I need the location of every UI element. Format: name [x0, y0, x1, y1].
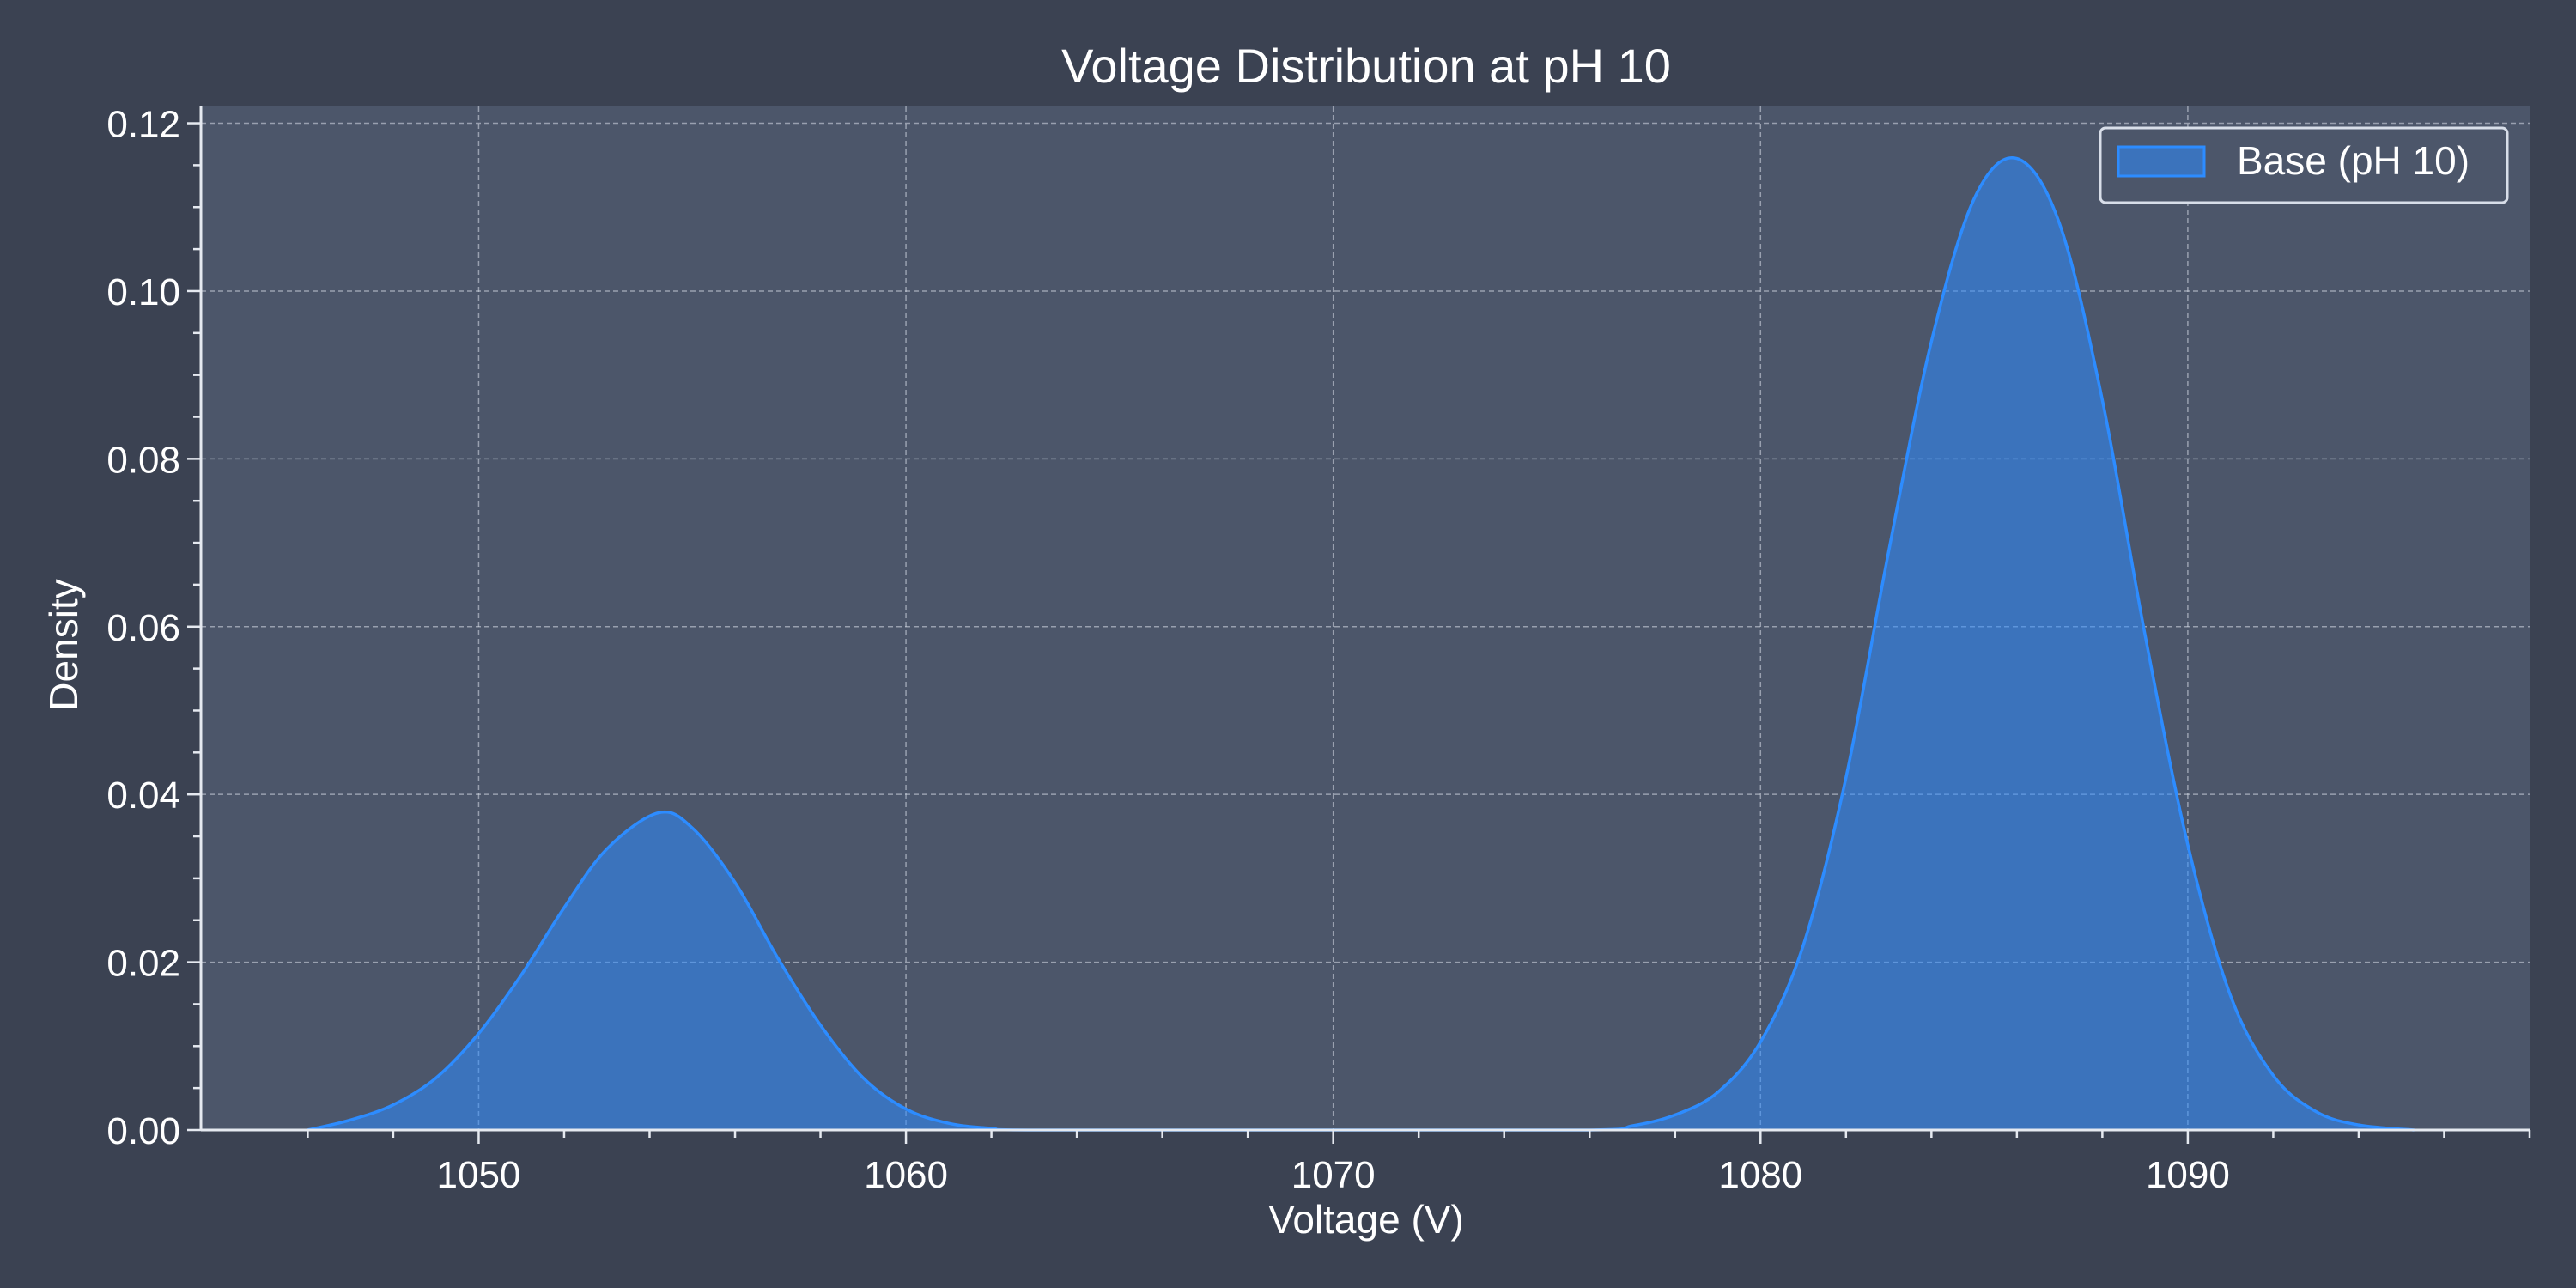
y-tick-label: 0.00: [106, 1110, 180, 1152]
series-layer: [307, 155, 2415, 1132]
y-tick-label: 0.08: [106, 439, 180, 481]
x-tick-label: 1060: [864, 1154, 948, 1196]
x-tick-label: 1090: [2146, 1154, 2230, 1196]
legend: Base (pH 10): [2099, 126, 2509, 204]
series-area-fill: [307, 157, 2415, 1130]
legend-swatch: [2117, 145, 2206, 178]
x-axis-label: Voltage (V): [1268, 1197, 1464, 1242]
y-ticks: 0.00 0.02 0.04 0.06 0.08 0.10 0.12: [106, 104, 201, 1152]
series-line: [307, 155, 2415, 1132]
y-tick-label: 0.02: [106, 943, 180, 985]
x-ticks: 1050 1060 1070 1080 1090: [307, 1130, 2531, 1196]
chart-title: Voltage Distribution at pH 10: [1061, 39, 1671, 93]
x-tick-label: 1080: [1718, 1154, 1802, 1196]
y-axis-label: Density: [41, 579, 86, 710]
y-tick-label: 0.06: [106, 607, 180, 649]
legend-label: Base (pH 10): [2237, 138, 2470, 183]
y-tick-label: 0.12: [106, 104, 180, 146]
y-tick-label: 0.04: [106, 775, 180, 817]
y-tick-label: 0.10: [106, 271, 180, 313]
axes: [199, 106, 2530, 1132]
x-tick-label: 1070: [1291, 1154, 1376, 1196]
x-tick-label: 1050: [437, 1154, 521, 1196]
